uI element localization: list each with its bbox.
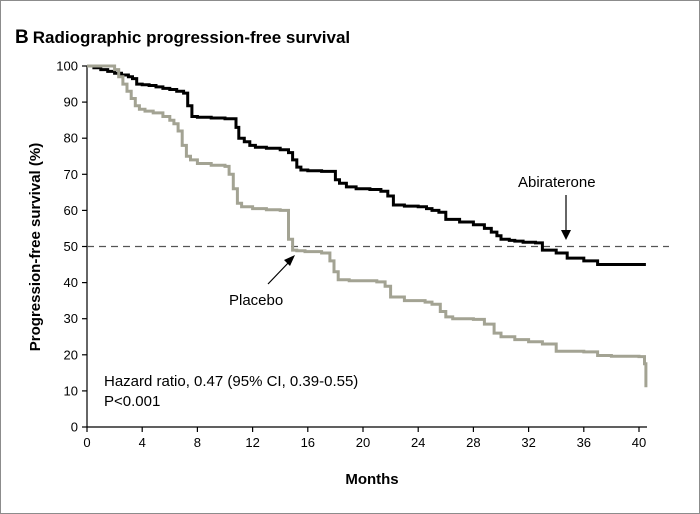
x-axis-ticks: 0 4 8 12 16 20 24 28 32 36 40 bbox=[83, 427, 646, 450]
series-line-abiraterone bbox=[87, 64, 646, 266]
y-tick-label: 90 bbox=[64, 95, 78, 110]
x-tick-label: 0 bbox=[83, 435, 90, 450]
p-value-text: P<0.001 bbox=[104, 393, 160, 410]
x-tick-label: 36 bbox=[577, 435, 591, 450]
abiraterone-label: Abiraterone bbox=[518, 174, 596, 191]
y-tick-label: 10 bbox=[64, 383, 78, 398]
y-axis-title: Progression-free survival (%) bbox=[27, 143, 44, 351]
y-axis-ticks: 0 10 20 30 40 50 60 70 80 90 100 bbox=[56, 59, 87, 435]
chart-title: Radiographic progression-free survival bbox=[32, 28, 351, 47]
placebo-arrow-shaft bbox=[267, 260, 291, 285]
x-tick-label: 20 bbox=[356, 435, 370, 450]
series-line-placebo bbox=[87, 64, 648, 388]
placebo-arrow-head bbox=[284, 255, 295, 266]
y-tick-label: 100 bbox=[56, 59, 78, 74]
y-tick-label: 30 bbox=[64, 311, 78, 326]
x-axis-title: Months bbox=[345, 471, 398, 488]
x-tick-label: 16 bbox=[301, 435, 315, 450]
x-tick-label: 8 bbox=[194, 435, 201, 450]
x-tick-label: 40 bbox=[632, 435, 646, 450]
series-layer bbox=[87, 64, 648, 388]
y-tick-label: 70 bbox=[64, 167, 78, 182]
abiraterone-arrow-head bbox=[561, 230, 571, 240]
y-tick-label: 20 bbox=[64, 347, 78, 362]
x-tick-label: 4 bbox=[139, 435, 146, 450]
x-tick-label: 24 bbox=[411, 435, 425, 450]
y-tick-label: 0 bbox=[71, 420, 78, 435]
hazard-ratio-text: Hazard ratio, 0.47 (95% CI, 0.39-0.55) bbox=[104, 373, 358, 390]
y-tick-label: 40 bbox=[64, 275, 78, 290]
y-tick-label: 50 bbox=[64, 239, 78, 254]
panel-label: B Radiographic progression-free survival bbox=[15, 27, 350, 49]
placebo-label: Placebo bbox=[229, 292, 283, 309]
x-tick-label: 12 bbox=[245, 435, 259, 450]
panel-letter: B bbox=[15, 27, 29, 48]
y-tick-label: 60 bbox=[64, 203, 78, 218]
x-tick-label: 32 bbox=[521, 435, 535, 450]
x-tick-label: 28 bbox=[466, 435, 480, 450]
y-tick-label: 80 bbox=[64, 131, 78, 146]
